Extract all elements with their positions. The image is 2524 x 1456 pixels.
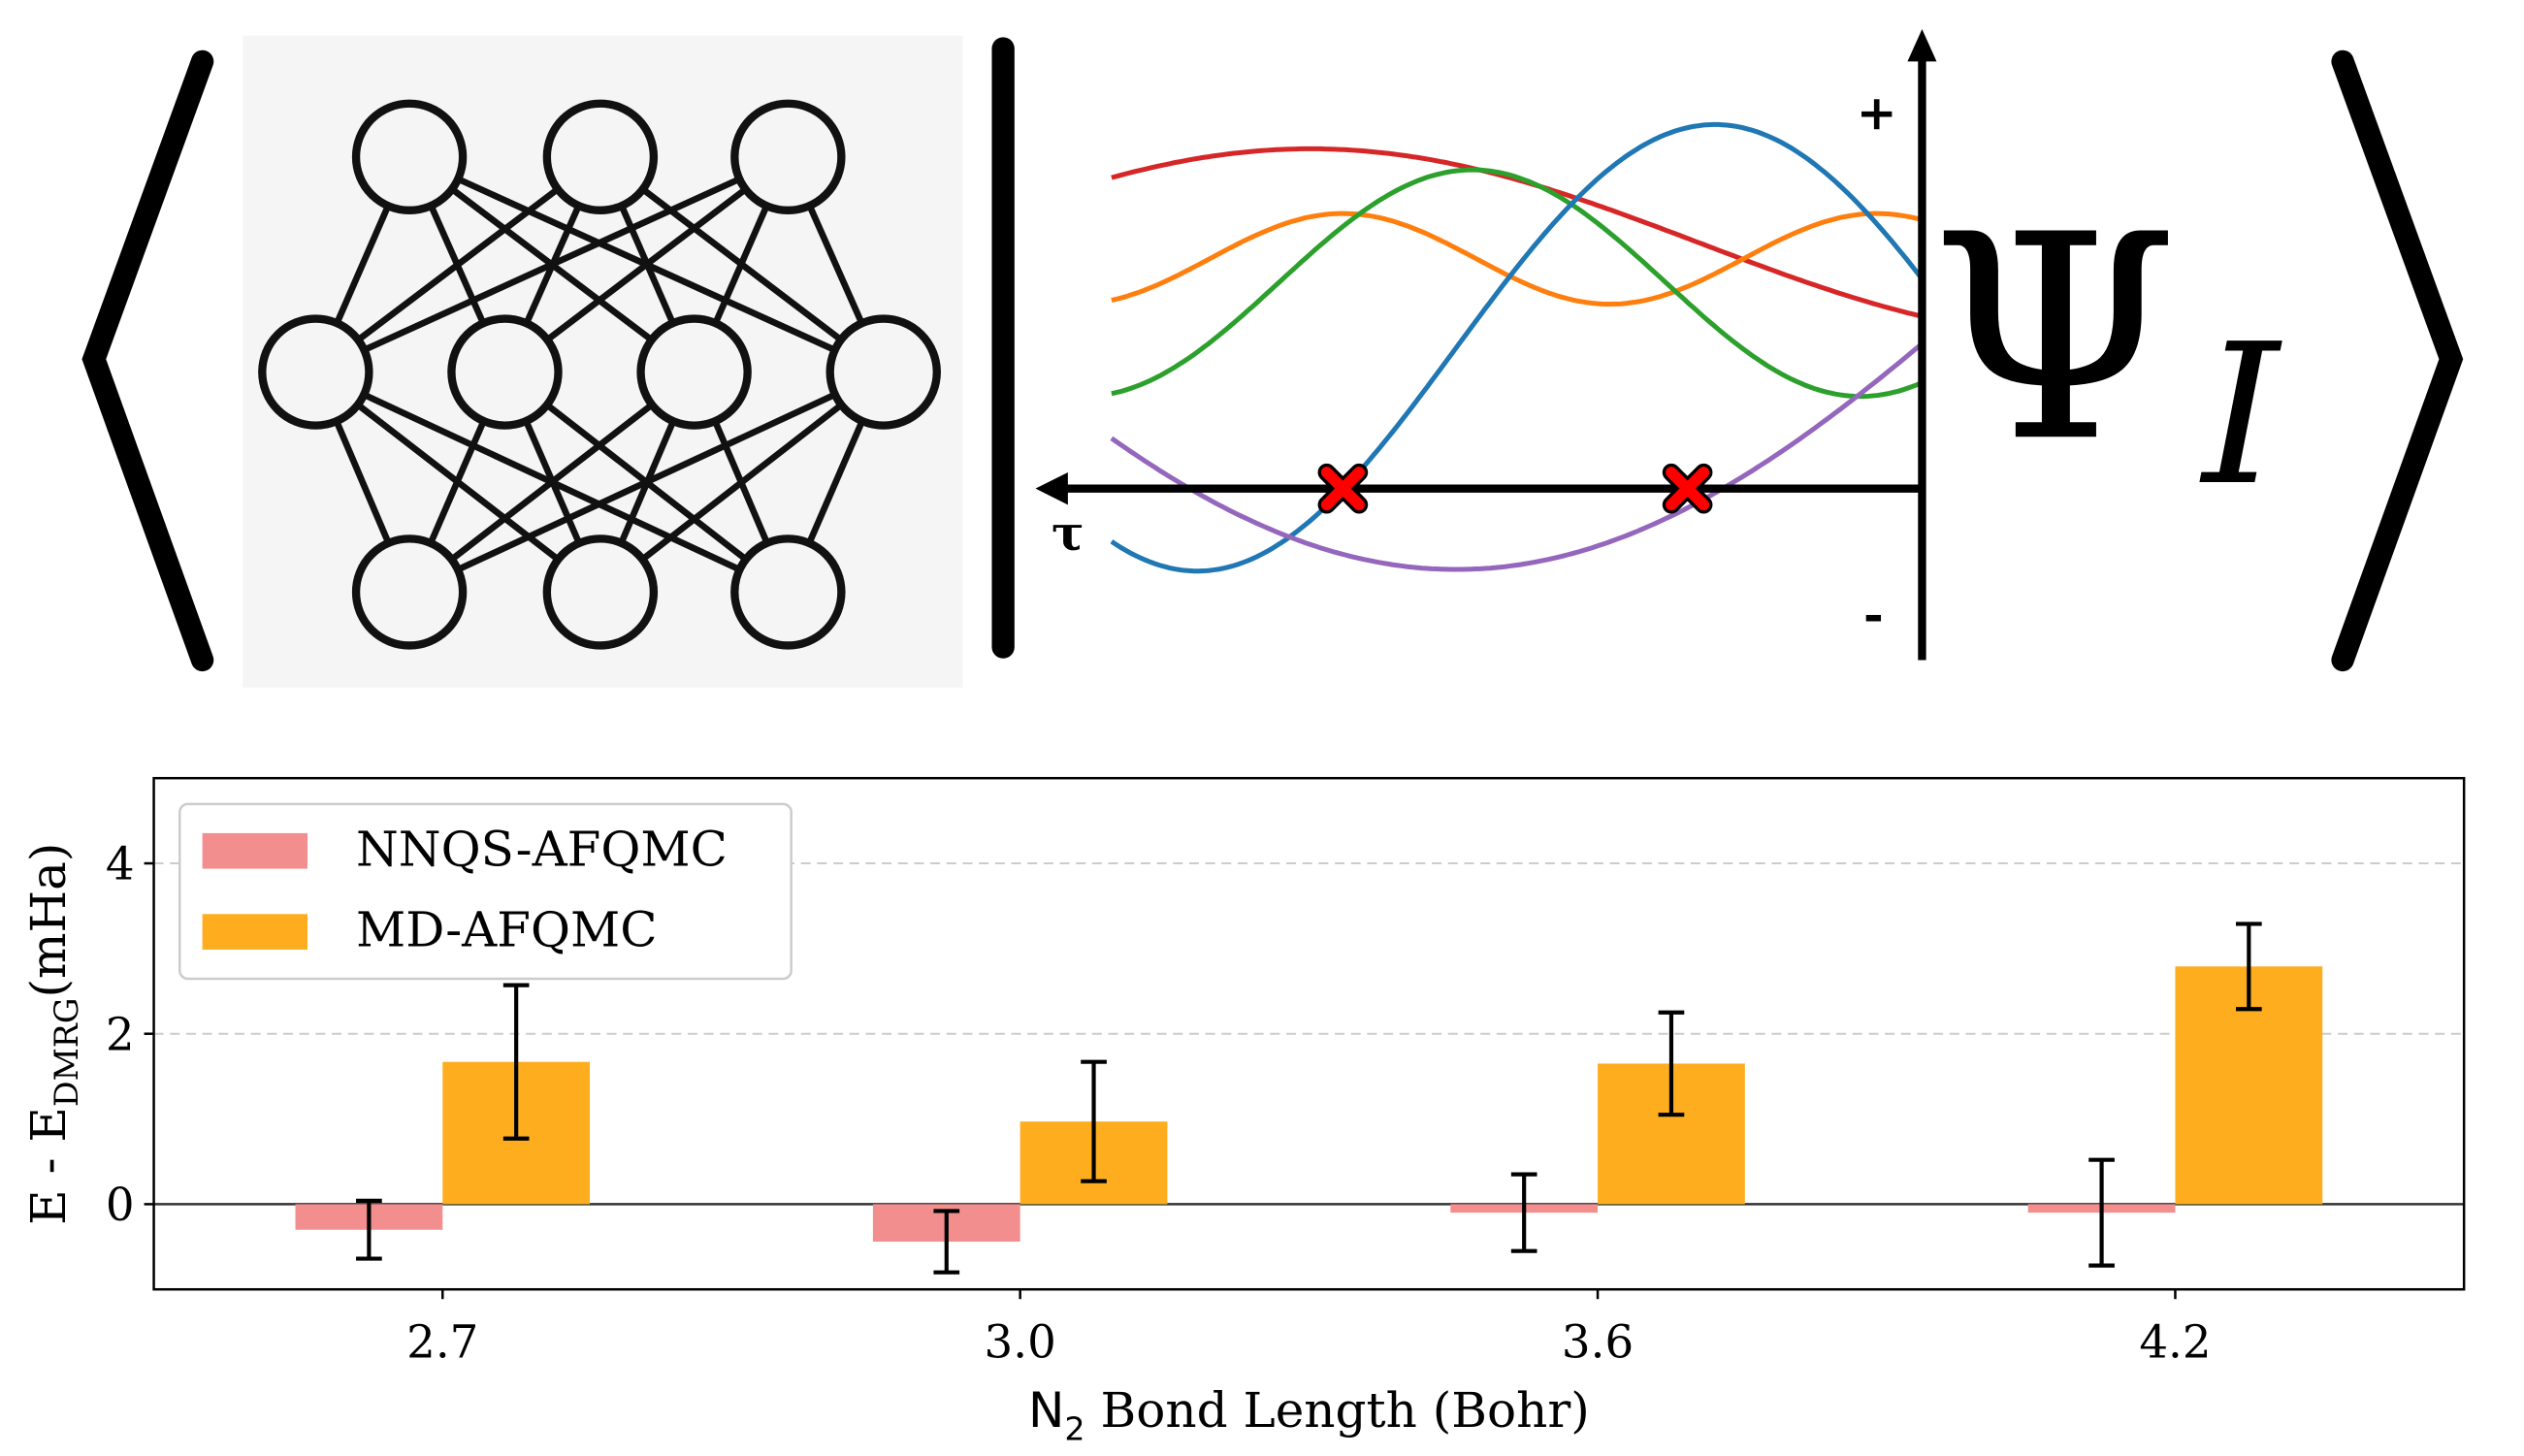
edge — [407, 369, 886, 596]
wave — [1110, 121, 1925, 574]
y-axis-label: E - EDMRG(mHa) — [20, 843, 85, 1225]
y-tick-label: 2 — [106, 1009, 135, 1061]
edge — [313, 153, 790, 375]
plus-label: + — [1857, 83, 1897, 141]
y-label-main: E - E — [20, 1107, 77, 1225]
error-bar — [1658, 1010, 1685, 1117]
left-bracket — [81, 49, 214, 672]
x-tick-label: 4.2 — [2139, 1316, 2211, 1369]
x-label-rest: Bond Length (Bohr) — [1085, 1382, 1590, 1439]
error-bar — [356, 1198, 382, 1261]
node — [447, 314, 563, 430]
wave — [1111, 210, 1924, 307]
crossing — [1662, 463, 1713, 514]
node — [258, 314, 373, 430]
legend-swatch — [202, 832, 308, 869]
legend-label: NNQS-AFQMC — [356, 821, 728, 877]
legend-box — [178, 802, 793, 981]
error-bar — [1510, 1172, 1537, 1253]
wave — [1111, 167, 1924, 400]
node — [825, 314, 941, 430]
edge — [407, 369, 696, 596]
node — [542, 534, 659, 650]
tau-label: τ — [1052, 504, 1084, 562]
x-tick-label: 2.7 — [406, 1316, 478, 1369]
error-bar — [933, 1209, 960, 1275]
y-label-sub: DMRG — [48, 997, 85, 1107]
legend-label: MD-AFQMC — [356, 902, 657, 958]
psi-symbol: Ψ — [1930, 174, 2179, 503]
minus-label: - — [1863, 585, 1884, 642]
node — [351, 99, 468, 214]
waves — [1110, 121, 1925, 574]
node — [636, 314, 752, 430]
x-tick-label: 3.6 — [1562, 1316, 1634, 1369]
right-bracket — [2331, 49, 2464, 672]
psi-index: I — [2198, 303, 2282, 529]
edge — [598, 369, 886, 596]
diagram: + - τ Ψ I — [81, 29, 2464, 688]
error-bar — [2088, 1157, 2115, 1268]
value-arrow — [1907, 29, 1937, 62]
node — [542, 99, 659, 214]
error-bar — [1081, 1059, 1107, 1183]
y-tick-label: 0 — [106, 1180, 135, 1232]
error-bar — [502, 983, 530, 1141]
error-bar — [2236, 922, 2262, 1012]
edge — [313, 154, 602, 375]
neural-network — [258, 99, 941, 650]
wave — [1110, 341, 1925, 572]
node — [351, 534, 468, 650]
edge — [502, 154, 791, 375]
legend-swatch — [202, 914, 308, 950]
y-label-unit: (mHa) — [20, 843, 77, 998]
x-label-sub: 2 — [1064, 1409, 1084, 1447]
plot-frame — [152, 776, 2466, 1291]
chart: 0 2 4 2.7 3.0 3.6 4.2 NNQS-AFQMC MD-AFQMC E - EDM… — [20, 776, 2466, 1447]
x-label-main: N — [1028, 1382, 1064, 1439]
x-tick-label: 3.0 — [985, 1316, 1056, 1369]
node — [730, 534, 846, 650]
tau-arrow — [1035, 471, 1068, 505]
x-axis-label: N2 Bond Length (Bohr) — [1028, 1382, 1590, 1447]
y-tick-label: 4 — [106, 839, 135, 891]
crossing — [1317, 463, 1369, 514]
node — [730, 99, 846, 214]
